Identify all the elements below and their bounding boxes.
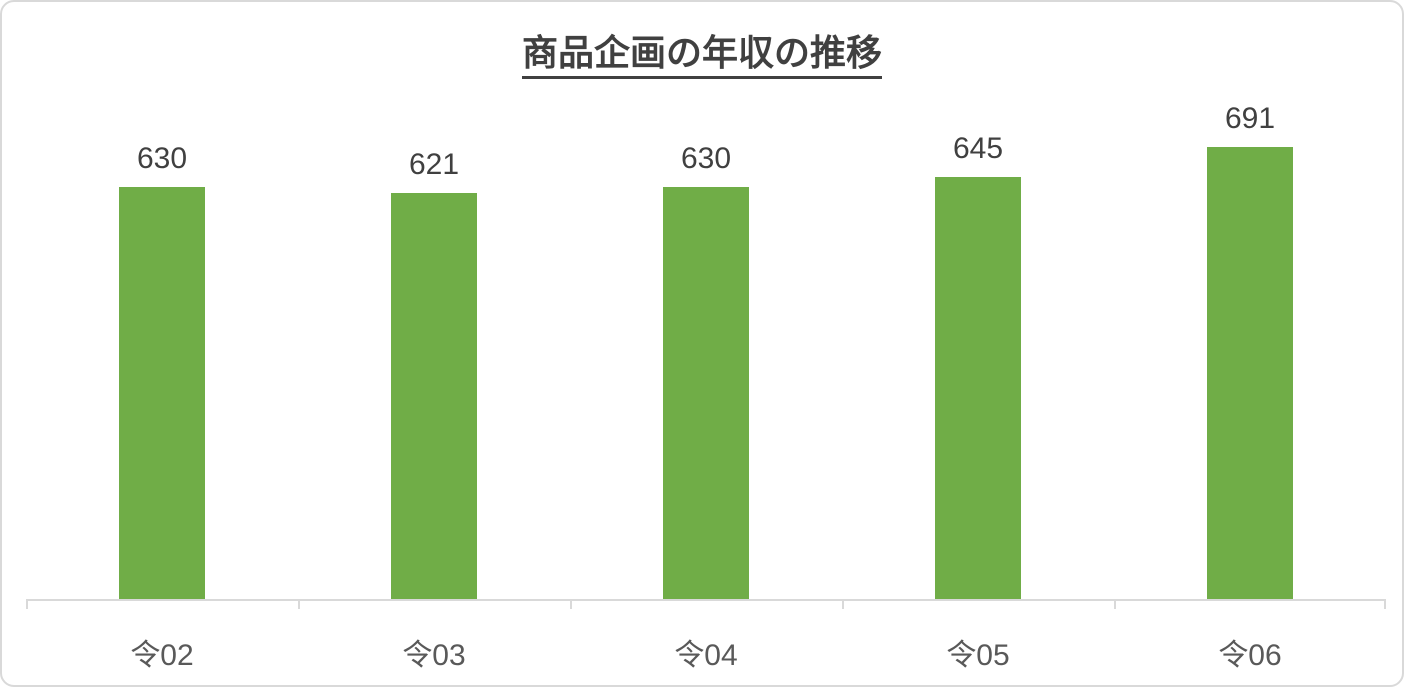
bar — [119, 187, 205, 599]
x-axis-tick — [570, 601, 572, 609]
bar — [391, 193, 477, 599]
bar-group-令02: 630 — [26, 142, 298, 599]
x-axis-tick — [298, 601, 300, 609]
data-label: 630 — [136, 142, 188, 175]
chart-title: 商品企画の年収の推移 — [2, 24, 1402, 79]
x-axis-line — [26, 599, 1386, 609]
data-label: 645 — [952, 132, 1004, 165]
data-label: 621 — [408, 148, 460, 181]
bar-group-令05: 645 — [842, 132, 1114, 599]
bar-group-令06: 691 — [1114, 102, 1386, 599]
x-axis-label: 令05 — [946, 639, 1010, 672]
bar-group-令03: 621 — [298, 148, 570, 599]
data-label: 691 — [1224, 102, 1276, 135]
data-label: 630 — [680, 142, 732, 175]
x-axis-label: 令04 — [674, 639, 738, 672]
x-axis-label: 令02 — [130, 639, 194, 672]
plot-area: 630 621 630 645 691 — [26, 2, 1386, 599]
bar — [935, 177, 1021, 599]
bar — [1207, 147, 1293, 599]
x-axis-tick — [842, 601, 844, 609]
chart-title-text: 商品企画の年収の推移 — [521, 32, 882, 79]
x-axis-tick — [1114, 601, 1116, 609]
x-axis-label: 令06 — [1218, 639, 1282, 672]
bar — [663, 187, 749, 599]
x-axis-labels: 令02 令03 令04 令05 令06 — [26, 630, 1386, 674]
x-axis-tick — [1384, 601, 1386, 609]
x-axis-label: 令03 — [402, 639, 466, 672]
x-axis-tick — [26, 601, 28, 609]
bar-group-令04: 630 — [570, 142, 842, 599]
bars-container: 630 621 630 645 691 — [26, 2, 1386, 599]
